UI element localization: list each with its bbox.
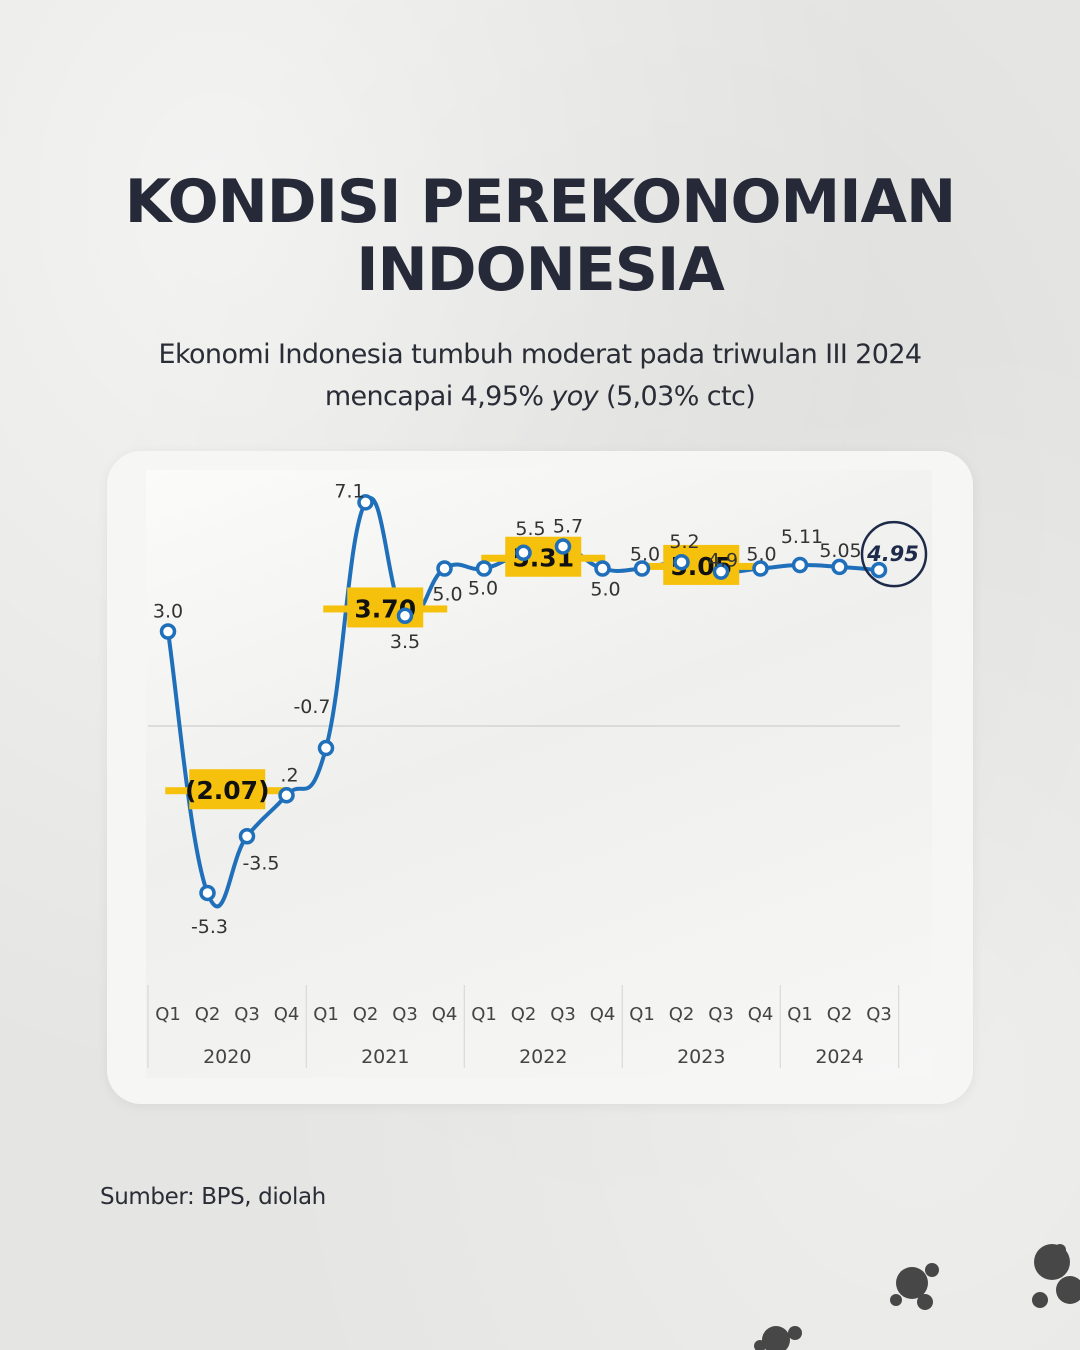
data-point-2020-Q3: [238, 828, 256, 845]
data-label-2024-Q1: 5.11: [781, 526, 823, 548]
data-label-2022-Q4: 5.0: [590, 579, 620, 601]
data-point-2020-Q2: [199, 884, 216, 902]
subtitle-line-2: mencapai 4,95% yoy (5,03% ctc): [0, 376, 1080, 418]
data-label-2020-Q4: .2: [280, 764, 298, 786]
quarter-label-2022-Q1: Q1: [471, 1004, 497, 1025]
quarter-label-2021-Q3: Q3: [392, 1004, 418, 1025]
data-label-2022-Q2: 5.5: [515, 518, 545, 540]
data-point-2021-Q3: [396, 607, 414, 624]
data-point-2024-Q2: [831, 558, 848, 576]
quarter-label-2020-Q3: Q3: [234, 1004, 260, 1025]
data-point-2024-Q1: [791, 556, 809, 574]
page-title: KONDISI PEREKONOMIAN INDONESIA: [0, 168, 1080, 304]
subtitle-line-1: Ekonomi Indonesia tumbuh moderat pada tr…: [158, 339, 922, 370]
quarter-label-2020-Q4: Q4: [274, 1004, 300, 1025]
data-label-2024-Q3: 4.95: [866, 542, 919, 566]
data-point-2021-Q4: [436, 560, 453, 577]
year-label-2020: 2020: [203, 1046, 251, 1068]
data-point-2022-Q2: [515, 544, 532, 561]
year-label-2023: 2023: [677, 1046, 725, 1068]
source-note: Sumber: BPS, diolah: [100, 1184, 326, 1210]
data-label-2023-Q3: 4.9: [708, 550, 738, 572]
subtitle-line-2-start: mencapai 4,95%: [324, 381, 552, 412]
year-label-2024: 2024: [815, 1046, 863, 1068]
quarter-label-2023-Q1: Q1: [629, 1004, 655, 1025]
data-label-2021-Q1: -0.7: [293, 696, 330, 718]
year-label-2021: 2021: [361, 1046, 409, 1068]
data-label-2021-Q2: 7.1: [334, 480, 364, 502]
data-label-2022-Q3: 5.7: [553, 515, 583, 537]
quarter-label-2021-Q4: Q4: [432, 1004, 458, 1025]
quarter-label-2022-Q4: Q4: [590, 1004, 616, 1025]
data-label-2023-Q4: 5.0: [746, 544, 776, 566]
subtitle: Ekonomi Indonesia tumbuh moderat pada tr…: [0, 334, 1080, 418]
data-point-2023-Q2: [673, 553, 690, 571]
data-label-2020-Q2: -5.3: [191, 916, 228, 938]
data-label-2020-Q3: -3.5: [242, 852, 279, 874]
data-label-2022-Q1: 5.0: [468, 578, 498, 600]
data-label-2023-Q2: 5.2: [669, 531, 699, 553]
quarter-label-2024-Q2: Q2: [827, 1004, 853, 1025]
quarter-label-2023-Q4: Q4: [748, 1004, 774, 1025]
annual-label-2020: (2.07): [185, 776, 270, 805]
quarter-label-2020-Q1: Q1: [155, 1004, 181, 1025]
highlight-circle: [860, 520, 928, 588]
title-line-2: INDONESIA: [356, 235, 725, 305]
data-point-2020-Q4: [278, 787, 295, 804]
subtitle-line-2-end: (5,03% ctc): [598, 381, 756, 412]
quarter-label-2023-Q3: Q3: [708, 1004, 734, 1025]
quarter-label-2024-Q3: Q3: [866, 1004, 892, 1025]
data-label-2023-Q1: 5.0: [630, 544, 660, 566]
data-point-2024-Q3: [870, 561, 888, 579]
quarter-label-2020-Q2: Q2: [195, 1004, 221, 1025]
data-label-2020-Q1: 3.0: [153, 601, 183, 623]
data-point-2023-Q3: [712, 563, 730, 580]
quarter-label-2022-Q3: Q3: [550, 1004, 576, 1025]
quarter-label-2023-Q2: Q2: [669, 1004, 695, 1025]
title-line-1: KONDISI PEREKONOMIAN: [124, 167, 956, 237]
annual-box-2020: [189, 769, 266, 810]
data-point-2023-Q4: [752, 560, 769, 577]
year-label-2022: 2022: [519, 1046, 567, 1068]
quarter-label-2021-Q1: Q1: [313, 1004, 339, 1025]
data-label-2021-Q3: 3.5: [390, 631, 420, 653]
data-point-2022-Q4: [594, 560, 611, 577]
data-point-2020-Q1: [159, 623, 177, 640]
data-point-2021-Q1: [317, 739, 335, 757]
data-label-2021-Q4: 5.0: [432, 584, 462, 606]
data-point-2022-Q3: [554, 538, 572, 555]
subtitle-yoy: yoy: [551, 381, 599, 412]
data-point-2023-Q1: [633, 560, 651, 577]
data-point-2022-Q1: [475, 560, 493, 577]
quarter-label-2021-Q2: Q2: [353, 1004, 379, 1025]
quarter-label-2022-Q2: Q2: [511, 1004, 537, 1025]
quarter-label-2024-Q1: Q1: [787, 1004, 813, 1025]
data-point-2021-Q2: [357, 494, 374, 511]
data-label-2024-Q2: 5.05: [819, 540, 861, 562]
